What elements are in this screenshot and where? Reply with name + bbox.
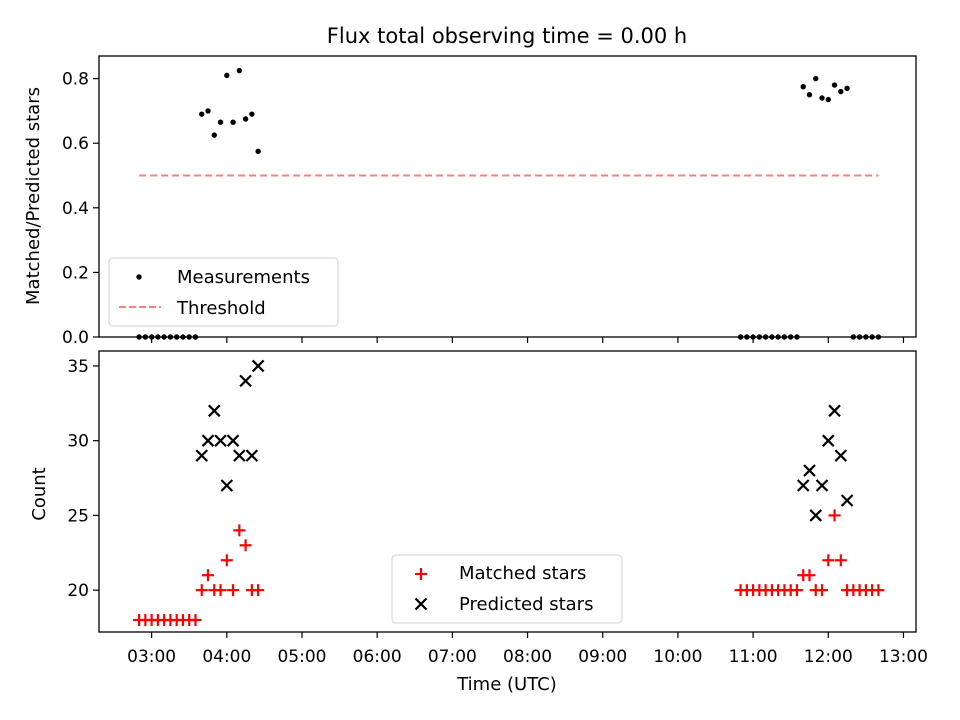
measurement-point (199, 111, 205, 117)
matched-star-point (790, 584, 803, 597)
legend-x-glyph (414, 597, 428, 611)
bottom-legend-box (391, 554, 623, 624)
predicted-star-point (239, 374, 252, 388)
matched-star-point (252, 584, 265, 597)
matched-star-point (202, 569, 215, 582)
top-ytick-label: 0.4 (62, 199, 89, 219)
matched-star-point (872, 584, 885, 597)
measurement-point (242, 116, 249, 122)
matched-star-point (239, 539, 252, 552)
measurement-point (211, 132, 217, 138)
legend-predicted-marker (414, 597, 428, 611)
predicted-star-point (245, 449, 259, 462)
top-legend-box (108, 257, 339, 327)
measurement-point (819, 95, 825, 101)
matched-star-point (214, 584, 227, 597)
predicted-star-point (809, 509, 823, 522)
predicted-star-point (840, 494, 854, 507)
predicted-star-point (233, 449, 246, 462)
measurement-point (838, 88, 844, 95)
bottom-panel-frame (98, 350, 917, 633)
top-panel-x-ticks (151, 337, 905, 343)
measurement-point (813, 75, 819, 82)
predicted-star-point (208, 404, 221, 418)
bottom-ytick-label: 20 (67, 581, 89, 601)
matched-star-point (834, 554, 847, 567)
bottom-ytick-label: 25 (67, 506, 89, 526)
top-panel-legend: Measurements Threshold (108, 257, 339, 327)
bottom-panel-marks (133, 359, 885, 627)
predicted-star-point (220, 479, 234, 492)
top-panel-y-ticks: 0.0 0.2 0.4 0.6 0.8 (62, 70, 99, 348)
predicted-star-point (822, 434, 835, 447)
matched-star-point (189, 614, 202, 627)
matched-star-point (828, 509, 841, 522)
top-ytick-label: 0.2 (62, 263, 89, 283)
top-panel: 0.00.20.40.60.8 Matched/Predicted stars … (23, 55, 917, 348)
predicted-star-point (214, 434, 227, 447)
measurement-point (217, 119, 224, 125)
bottom-panel-ylabel: Count (29, 467, 50, 520)
legend-measurements-label: Measurements (177, 267, 310, 288)
bottom-xtick-label: 09:00 (578, 647, 627, 667)
matched-star-point (195, 584, 208, 597)
predicted-star-point (815, 479, 829, 492)
bottom-ytick-label: 35 (67, 357, 89, 377)
top-panel-ylabel: Matched/Predicted stars (23, 87, 44, 305)
measurement-point (844, 85, 850, 91)
legend-matched-marker (415, 568, 427, 580)
measurement-point (825, 96, 831, 103)
bottom-panel-y-ticks: 20 25 30 35 (67, 357, 99, 601)
measurement-point (255, 148, 261, 154)
matched-star-point (803, 569, 816, 582)
legend-matched-label: Matched stars (459, 563, 586, 584)
predicted-star-point (195, 449, 209, 462)
predicted-star-point (803, 464, 816, 477)
bottom-panel-legend: Matched stars Predicted stars (391, 554, 623, 624)
top-ytick-label: 0.0 (62, 328, 89, 348)
legend-threshold-label: Threshold (176, 298, 266, 319)
measurement-point (831, 82, 838, 88)
bottom-xtick-label: 03:00 (127, 647, 176, 667)
figure-title: Flux total observing time = 0.00 h (327, 24, 687, 48)
top-ytick-label: 0.6 (62, 134, 89, 154)
matched-star-point (233, 524, 246, 537)
bottom-ytick-label: 30 (67, 432, 89, 452)
predicted-star-point (834, 449, 848, 462)
predicted-star-point (796, 479, 810, 492)
predicted-star-point (828, 404, 841, 418)
bottom-xtick-label: 08:00 (503, 647, 552, 667)
measurement-point (249, 111, 255, 117)
x-axis-label: Time (UTC) (456, 674, 557, 695)
measurement-point (224, 72, 230, 79)
bottom-panel-x-ticks: 03:00 04:00 05:00 06:00 07:00 08:00 09:00 10:00… (127, 632, 928, 667)
bottom-xtick-label: 11:00 (729, 647, 778, 667)
predicted-star-point (226, 434, 240, 447)
matched-star-point (816, 584, 829, 597)
bottom-xtick-label: 06:00 (353, 647, 402, 667)
predicted-star-point (251, 359, 265, 373)
bottom-xtick-label: 07:00 (428, 647, 477, 667)
bottom-xtick-label: 05:00 (277, 647, 326, 667)
top-panel-frame (98, 55, 917, 338)
legend-measurements-marker (136, 274, 142, 280)
legend-plus-glyph (415, 568, 427, 580)
matched-star-point (822, 554, 835, 567)
predicted-star-point (201, 434, 215, 447)
matched-star-point (220, 554, 233, 567)
measurement-point (205, 108, 211, 114)
matched-star-point (227, 584, 240, 597)
bottom-xtick-label: 04:00 (202, 647, 251, 667)
bottom-xtick-label: 13:00 (879, 647, 928, 667)
measurement-point (806, 92, 813, 98)
measurement-point (230, 119, 236, 125)
bottom-xtick-label: 12:00 (804, 647, 853, 667)
top-ytick-label: 0.8 (62, 70, 89, 90)
legend-predicted-label: Predicted stars (459, 594, 593, 615)
bottom-xtick-label: 10:00 (653, 647, 702, 667)
measurement-point (236, 67, 243, 74)
measurement-point (800, 83, 806, 90)
